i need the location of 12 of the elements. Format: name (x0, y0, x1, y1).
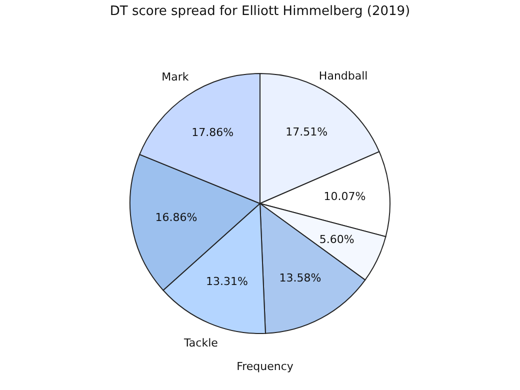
data-label: 5.60% (319, 232, 354, 246)
data-label: 17.51% (286, 125, 328, 138)
slice-label: Handball (318, 69, 368, 82)
data-label: 17.86% (192, 126, 234, 139)
chart-title: DT score spread for Elliott Himmelberg (2019) (110, 4, 410, 19)
data-label: 13.31% (206, 274, 248, 288)
text: Frequency (236, 360, 294, 373)
data-label: 13.58% (279, 271, 322, 284)
data-label: 10.07% (324, 190, 366, 204)
slice-label: Mark (162, 70, 190, 84)
slice-label: Tackle (183, 336, 218, 350)
data-label: 16.86% (155, 211, 198, 224)
